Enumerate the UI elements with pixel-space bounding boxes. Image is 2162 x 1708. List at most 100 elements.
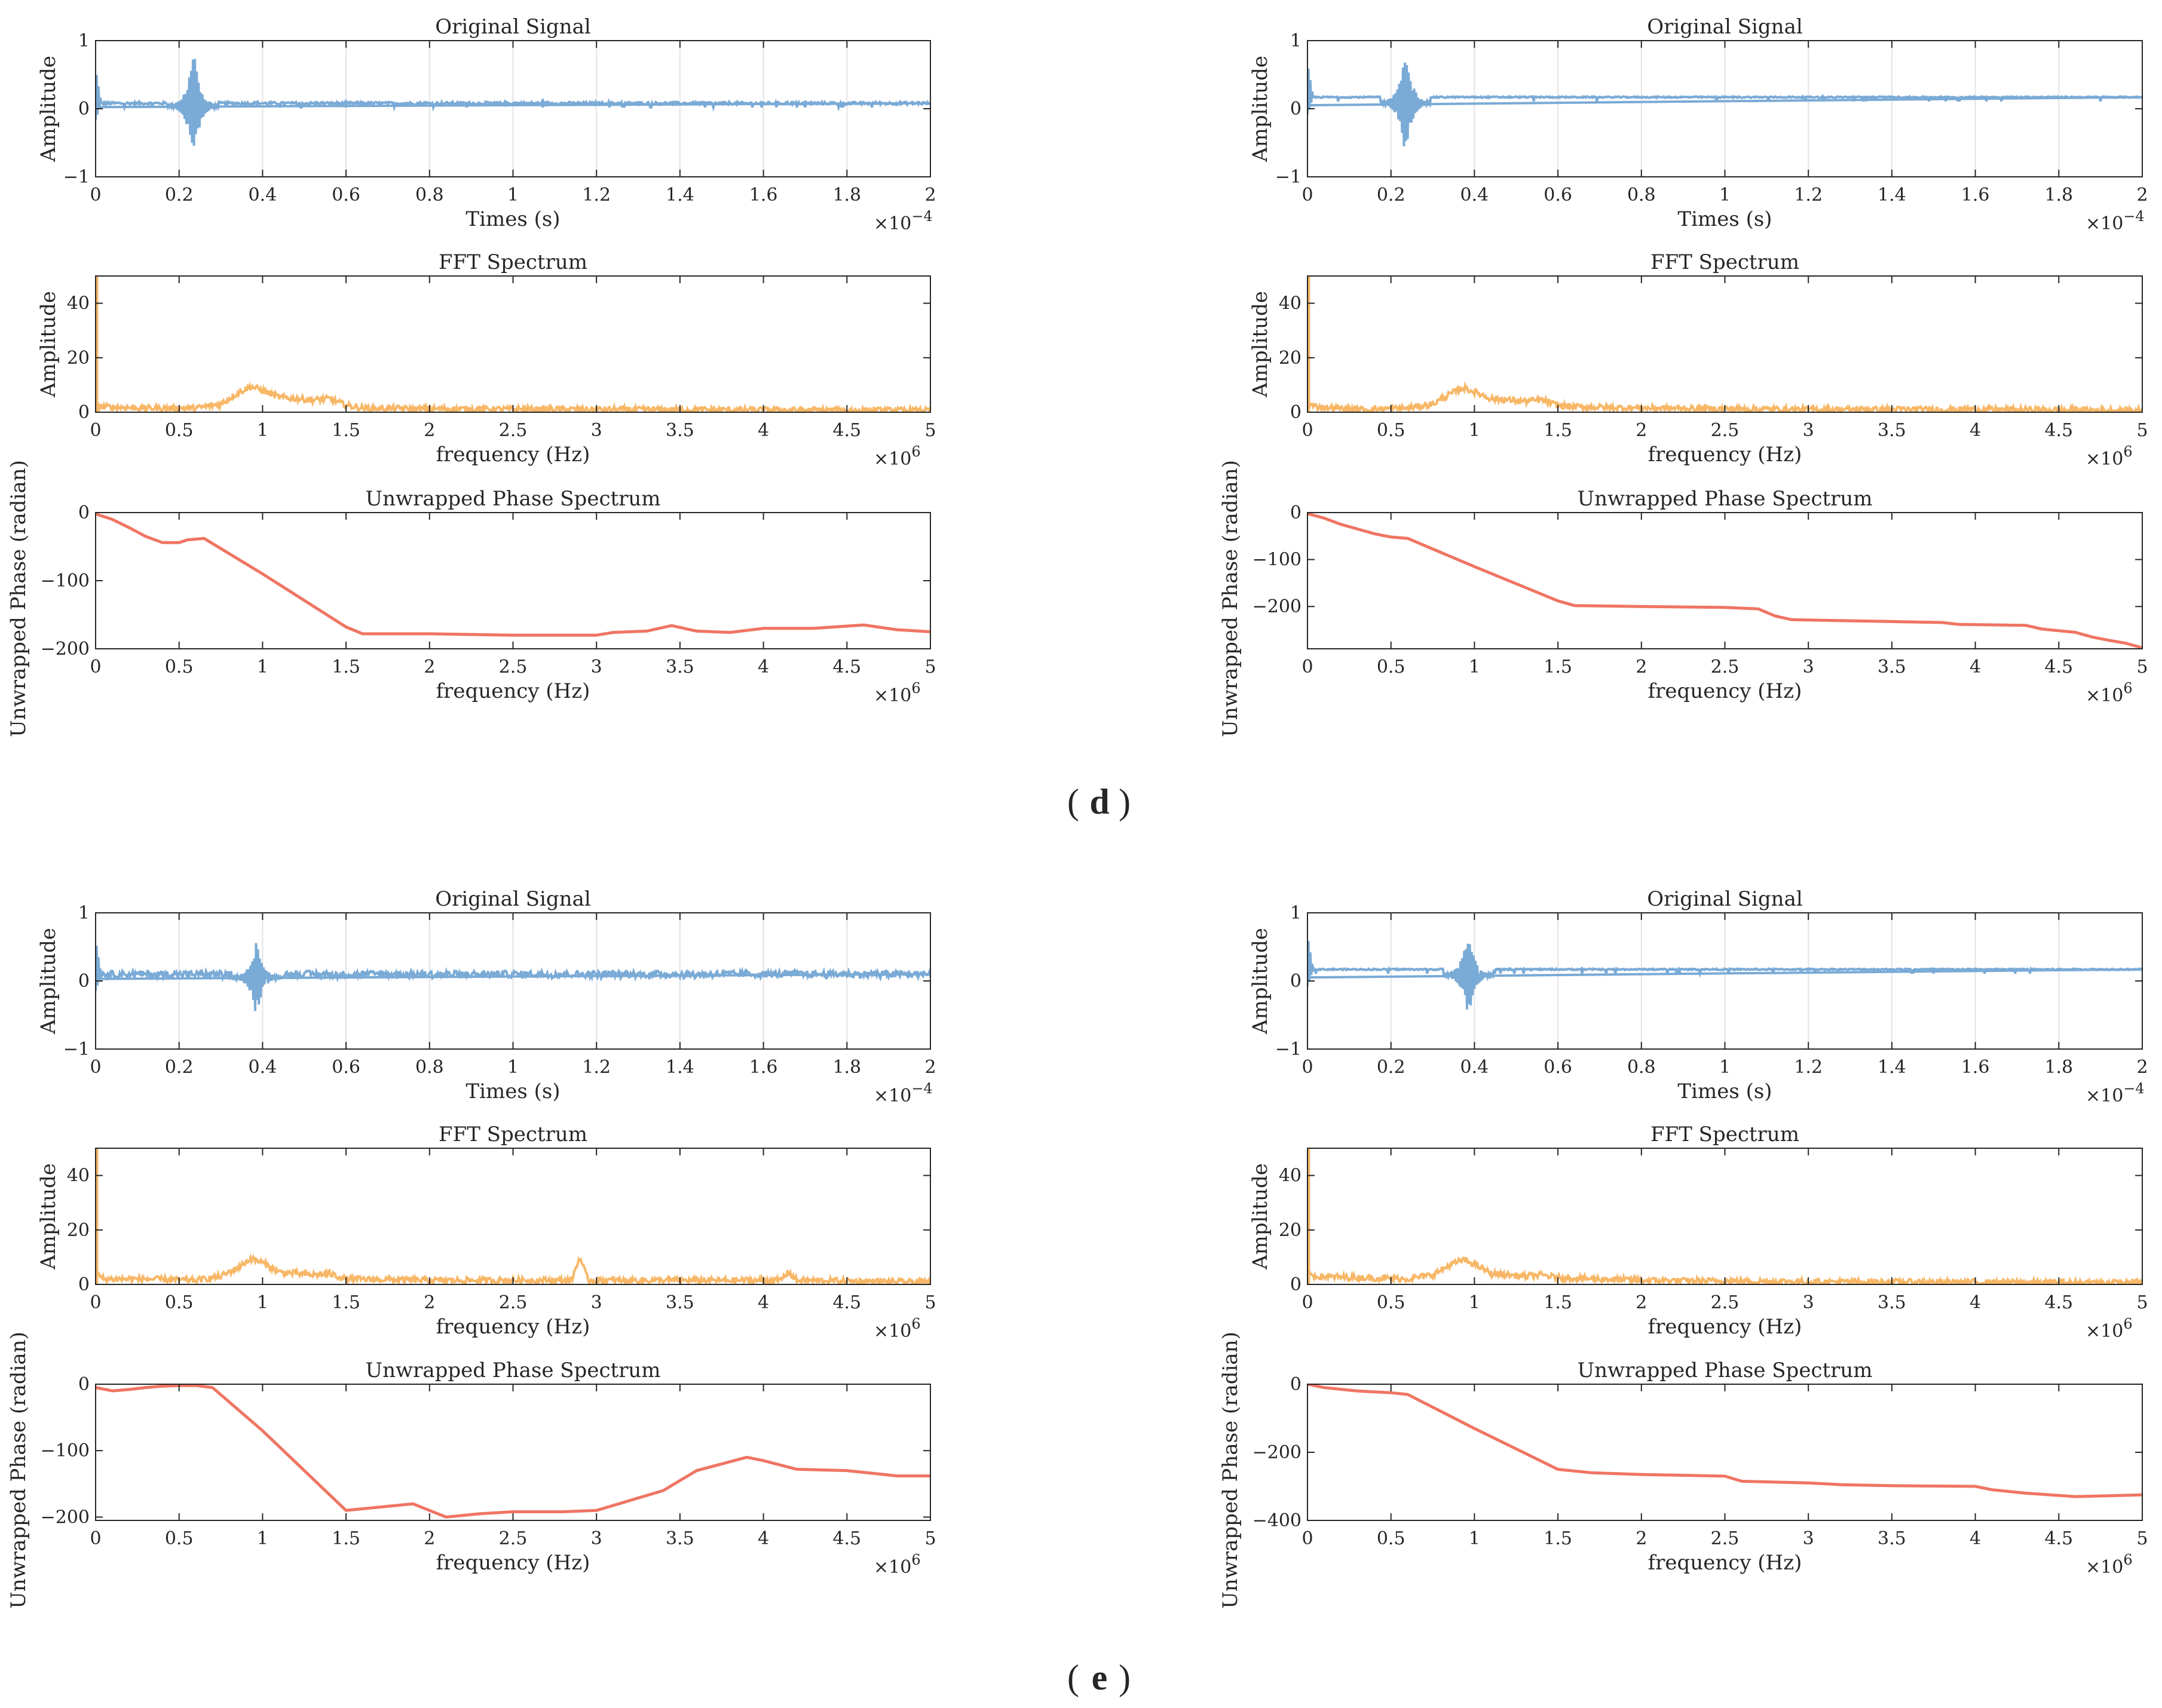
x-axis-label: Times (s) (466, 1080, 560, 1103)
panel-label-d: ( d ) (1067, 782, 1131, 821)
x-tick-label: 0.5 (165, 1528, 194, 1549)
y-tick-label: 0 (1290, 1374, 1302, 1395)
x-multiplier-base: ×10 (2086, 685, 2123, 706)
x-tick-label: 1.6 (749, 185, 778, 206)
x-tick-label: 1 (257, 657, 268, 677)
e-right-signal-series (1307, 941, 2142, 1010)
x-multiplier: ×106 (874, 680, 921, 706)
y-axis-label: Amplitude (1248, 928, 1272, 1035)
x-tick-label: 2 (924, 1057, 936, 1078)
x-multiplier: ×106 (874, 1316, 921, 1342)
y-tick-label: 0 (78, 502, 90, 523)
x-tick-label: 0.6 (332, 1057, 360, 1078)
x-tick-label: 3 (591, 1292, 602, 1313)
y-tick-label: 20 (1279, 1220, 1302, 1241)
x-tick-label: 5 (2136, 657, 2148, 677)
y-tick-label: 40 (67, 293, 90, 314)
signal-line (96, 59, 930, 146)
y-axis-label: Amplitude (1248, 1163, 1272, 1270)
x-multiplier-exponent: 6 (911, 1551, 920, 1568)
y-tick-label: −200 (41, 1507, 90, 1528)
y-axis-label: Amplitude (36, 291, 60, 398)
x-axis-label: frequency (Hz) (1648, 1315, 1802, 1339)
y-tick-label: 20 (1279, 348, 1302, 369)
x-multiplier: ×106 (874, 1551, 921, 1578)
x-tick-label: 0.8 (1627, 1057, 1656, 1078)
x-tick-label: 1.5 (1544, 420, 1572, 441)
x-axis-label: Times (s) (1677, 207, 1772, 231)
d-left-signal-chart: 0 0.2 0.4 0.6 0.8 1 1.2 1.4 1.6 1.8 2−101Original … (36, 15, 936, 234)
x-tick-label: 0.2 (1377, 1057, 1405, 1078)
e-left-fft-chart: 0 0.5 1 1.5 2 2.5 3 3.5 4 4.5 5 0 20 40 FFT Spectrum fr… (36, 1123, 936, 1342)
chart-title: FFT Spectrum (1650, 250, 1799, 274)
x-tick-label: 0 (1302, 657, 1313, 677)
x-tick-label: 4.5 (2044, 420, 2073, 441)
x-tick-label: 3.5 (666, 657, 694, 677)
signal-baseline (96, 102, 930, 109)
y-axis-label: Unwrapped Phase (radian) (1218, 460, 1242, 737)
chart-title: Original Signal (1647, 15, 1802, 39)
x-tick-label: 3 (591, 420, 602, 441)
panel-label-d-letter: d (1089, 782, 1109, 821)
x-tick-label: 0.8 (1627, 185, 1656, 206)
x-tick-label: 0.8 (415, 185, 444, 206)
x-tick-label: 2.5 (499, 657, 528, 677)
x-tick-label: 3 (1803, 1292, 1814, 1313)
x-tick-label: 0 (90, 657, 101, 677)
y-axis-label: Amplitude (1248, 291, 1272, 398)
x-tick-label: 0.6 (1544, 185, 1572, 206)
x-axis-label: Times (s) (1677, 1080, 1772, 1103)
x-multiplier-base: ×10 (874, 213, 911, 234)
y-tick-label: 1 (1290, 30, 1302, 51)
chart-title: Original Signal (435, 887, 590, 911)
e-left-phase-chart: 0 0.5 1 1.5 2 2.5 3 3.5 4 4.5 5 −200 −100 0 Unwrapped … (7, 1332, 936, 1609)
x-multiplier: ×106 (2086, 443, 2133, 470)
y-tick-label: 20 (67, 1220, 90, 1241)
panel-label-e-open: ( (1067, 1658, 1079, 1697)
x-tick-label: 1.2 (582, 1057, 611, 1078)
phase-line (1307, 513, 2142, 649)
x-tick-label: 1.5 (332, 420, 360, 441)
x-multiplier-base: ×10 (874, 1085, 911, 1106)
y-tick-label: 0 (1290, 402, 1302, 423)
x-tick-label: 1.8 (832, 185, 861, 206)
phase-line (96, 1384, 930, 1519)
x-multiplier-exponent: 6 (911, 443, 920, 460)
x-tick-label: 0 (90, 1292, 101, 1313)
y-tick-label: 1 (78, 903, 90, 924)
x-tick-label: 4.5 (832, 1528, 861, 1549)
x-tick-label: 3.5 (1878, 657, 1906, 677)
x-tick-label: 3 (591, 657, 602, 677)
x-tick-label: 4 (758, 420, 769, 441)
panel-label-e-letter: e (1092, 1658, 1108, 1697)
e-right-signal-chart: 0 0.2 0.4 0.6 0.8 1 1.2 1.4 1.6 1.8 2−101Original … (1248, 887, 2148, 1106)
x-multiplier-base: ×10 (2086, 213, 2123, 234)
panel-label-d-open: ( (1067, 782, 1079, 821)
y-tick-label: 0 (1290, 99, 1302, 119)
y-tick-label: 0 (78, 1274, 90, 1295)
x-axis-label: frequency (Hz) (436, 443, 590, 467)
x-tick-label: 2 (1636, 420, 1647, 441)
x-tick-label: 2 (424, 420, 435, 441)
chart-title: FFT Spectrum (439, 250, 587, 274)
x-tick-label: 0 (1302, 1057, 1313, 1078)
x-tick-label: 0.5 (165, 420, 194, 441)
y-axis-label: Amplitude (36, 1163, 60, 1270)
x-tick-label: 1.4 (1878, 185, 1906, 206)
x-multiplier: ×106 (2086, 1551, 2133, 1578)
x-tick-label: 1 (257, 420, 268, 441)
x-tick-label: 2 (424, 657, 435, 677)
x-tick-label: 2.5 (1711, 1528, 1740, 1549)
x-tick-label: 5 (2136, 420, 2148, 441)
x-multiplier-base: ×10 (874, 685, 911, 706)
y-axis-label: Amplitude (36, 928, 60, 1035)
x-tick-label: 0.2 (165, 185, 194, 206)
x-tick-label: 2.5 (1711, 420, 1740, 441)
d-left-signal-series (96, 59, 930, 146)
y-axis-label: Unwrapped Phase (radian) (7, 460, 30, 737)
x-multiplier-exponent: −4 (2123, 1080, 2144, 1097)
chart-title: FFT Spectrum (1650, 1123, 1799, 1146)
signal-baseline (1307, 96, 2142, 107)
panel-label-e: ( e ) (1067, 1658, 1131, 1697)
x-tick-label: 5 (924, 1528, 936, 1549)
